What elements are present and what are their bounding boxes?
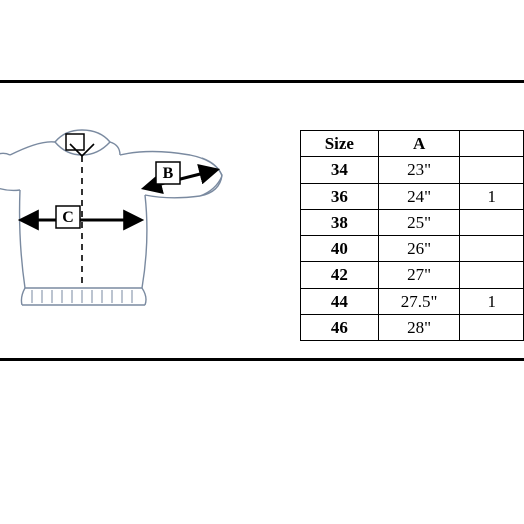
table-header-row: Size A bbox=[301, 131, 524, 157]
col-header-a: A bbox=[378, 131, 460, 157]
table-row: 4628" bbox=[301, 314, 524, 340]
table-row: 3423" bbox=[301, 157, 524, 183]
size-table: Size A 3423" 3624"1 3825" 4026" 4227" 44… bbox=[300, 130, 524, 341]
label-b: B bbox=[156, 162, 180, 184]
label-c-text: C bbox=[62, 209, 74, 226]
collar-mark bbox=[66, 134, 84, 150]
col-header-size: Size bbox=[301, 131, 379, 157]
size-table-wrap: Size A 3423" 3624"1 3825" 4026" 4227" 44… bbox=[300, 130, 524, 341]
table-row: 3624"1 bbox=[301, 183, 524, 209]
size-table-body: 3423" 3624"1 3825" 4026" 4227" 4427.5"1 … bbox=[301, 157, 524, 341]
table-row: 4427.5"1 bbox=[301, 288, 524, 314]
label-c: C bbox=[56, 206, 80, 228]
table-row: 3825" bbox=[301, 209, 524, 235]
label-b-text: B bbox=[163, 165, 174, 182]
garment-diagram: C B bbox=[0, 100, 230, 335]
table-row: 4026" bbox=[301, 236, 524, 262]
col-header-b bbox=[460, 131, 524, 157]
table-row: 4227" bbox=[301, 262, 524, 288]
